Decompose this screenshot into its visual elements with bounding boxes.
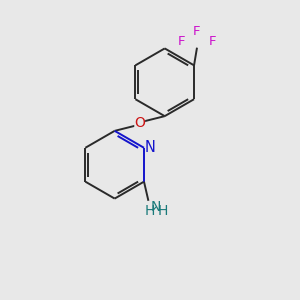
Text: H: H [145,204,155,218]
Text: N: N [145,140,156,155]
Text: O: O [134,116,145,130]
Text: H: H [158,204,168,218]
Text: F: F [208,35,216,48]
Text: N: N [151,200,161,214]
Text: F: F [193,25,201,38]
Text: F: F [178,35,185,48]
